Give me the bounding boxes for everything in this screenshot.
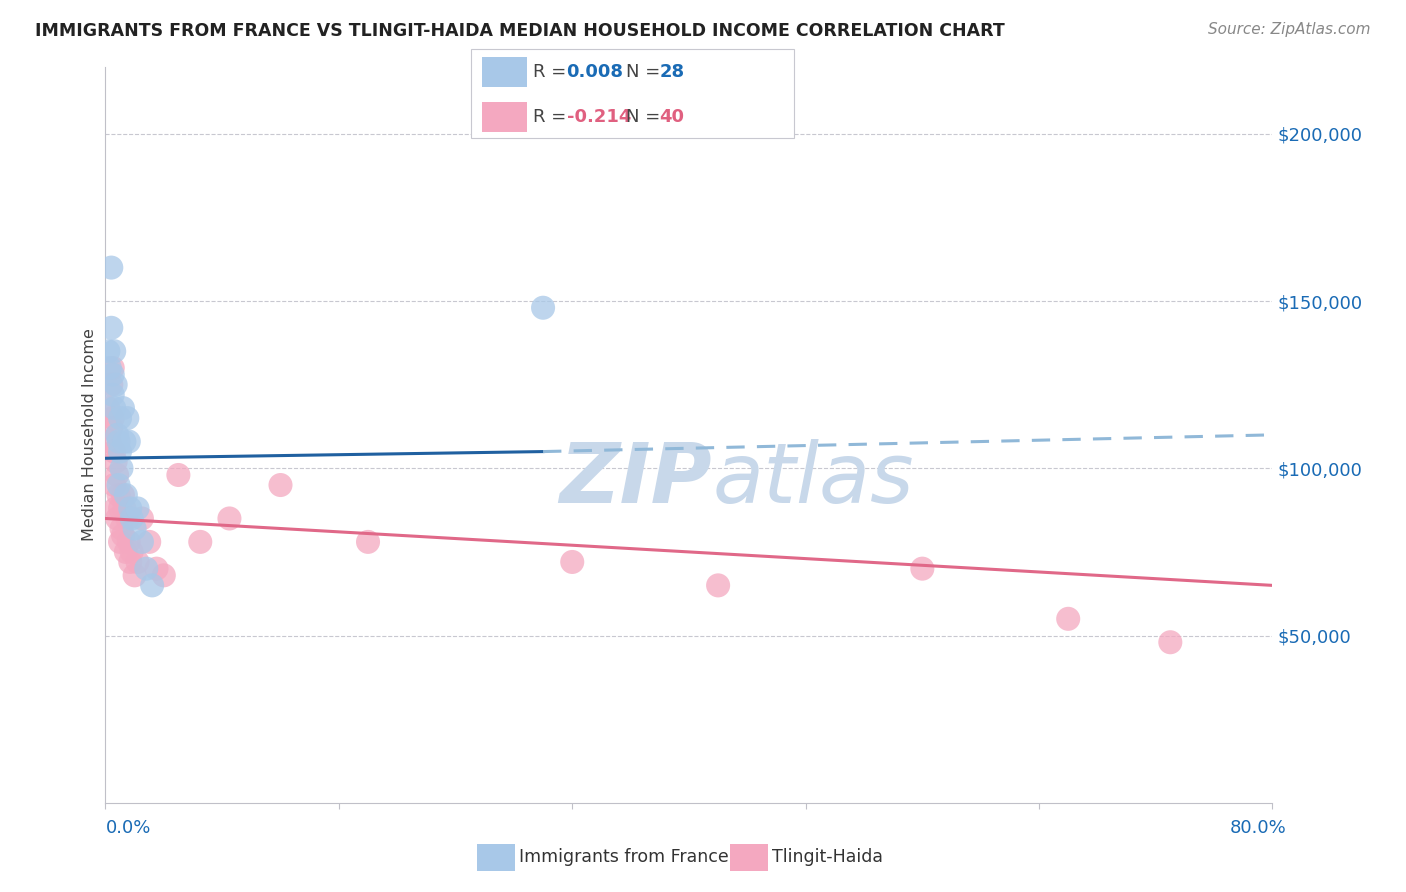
Point [115,545,138,559]
Point [97,344,120,359]
Text: atlas: atlas [713,439,914,519]
Y-axis label: Median Household Income: Median Household Income [82,328,97,541]
Point [141,578,163,592]
Text: Tlingit-Haida: Tlingit-Haida [772,848,883,866]
Point [531,301,554,315]
Point [98,434,121,449]
Point [118,434,141,449]
Point [911,562,934,576]
Point [101,361,124,376]
Text: 40: 40 [659,108,685,126]
Point [120,555,142,569]
Point [131,511,153,525]
Point [707,578,730,592]
Point [145,562,167,576]
Point [103,344,125,359]
Point [121,545,143,559]
Point [100,421,122,435]
Point [108,501,131,516]
Text: Immigrants from France: Immigrants from France [519,848,728,866]
Text: IMMIGRANTS FROM FRANCE VS TLINGIT-HAIDA MEDIAN HOUSEHOLD INCOME CORRELATION CHAR: IMMIGRANTS FROM FRANCE VS TLINGIT-HAIDA … [35,22,1005,40]
Point [108,411,131,425]
Point [107,478,129,492]
Point [127,501,149,516]
Text: N =: N = [626,63,665,81]
Point [107,434,129,449]
Point [103,401,125,416]
Text: -0.214: -0.214 [567,108,631,126]
Text: R =: R = [533,108,572,126]
Point [110,521,132,535]
Point [218,511,240,525]
Point [105,467,128,482]
Point [101,368,124,382]
Point [188,534,211,549]
Point [101,387,124,401]
Point [124,521,146,535]
Point [97,401,120,416]
Text: 28: 28 [659,63,685,81]
Point [101,411,124,425]
Text: ZIP: ZIP [560,439,713,519]
Text: Source: ZipAtlas.com: Source: ZipAtlas.com [1208,22,1371,37]
Point [131,534,153,549]
Point [561,555,583,569]
Point [357,534,380,549]
Point [117,411,139,425]
Point [121,511,143,525]
Point [110,461,132,475]
Point [167,467,190,482]
Point [1057,612,1080,626]
Point [103,444,125,458]
Point [112,434,135,449]
Text: R =: R = [533,63,572,81]
Point [105,427,128,442]
Point [112,501,135,516]
Point [153,568,174,582]
Point [111,488,134,502]
Point [98,361,121,376]
Point [108,534,131,549]
Point [138,534,160,549]
Point [104,454,127,469]
Point [111,528,134,542]
Point [117,511,139,525]
Text: 80.0%: 80.0% [1230,819,1286,837]
Point [269,478,292,492]
Point [100,320,122,334]
Point [104,377,127,392]
Point [118,534,141,549]
Text: 0.0%: 0.0% [105,819,150,837]
Point [115,488,138,502]
Text: 0.008: 0.008 [567,63,624,81]
Point [107,488,129,502]
Point [124,568,146,582]
Point [127,555,149,569]
Point [105,511,128,525]
Text: N =: N = [626,108,665,126]
Point [1159,635,1181,649]
Point [100,377,122,392]
Point [100,260,122,275]
Point [111,401,134,416]
Point [120,501,142,516]
Point [104,501,127,516]
Point [108,444,131,458]
Point [103,478,125,492]
Point [135,562,157,576]
